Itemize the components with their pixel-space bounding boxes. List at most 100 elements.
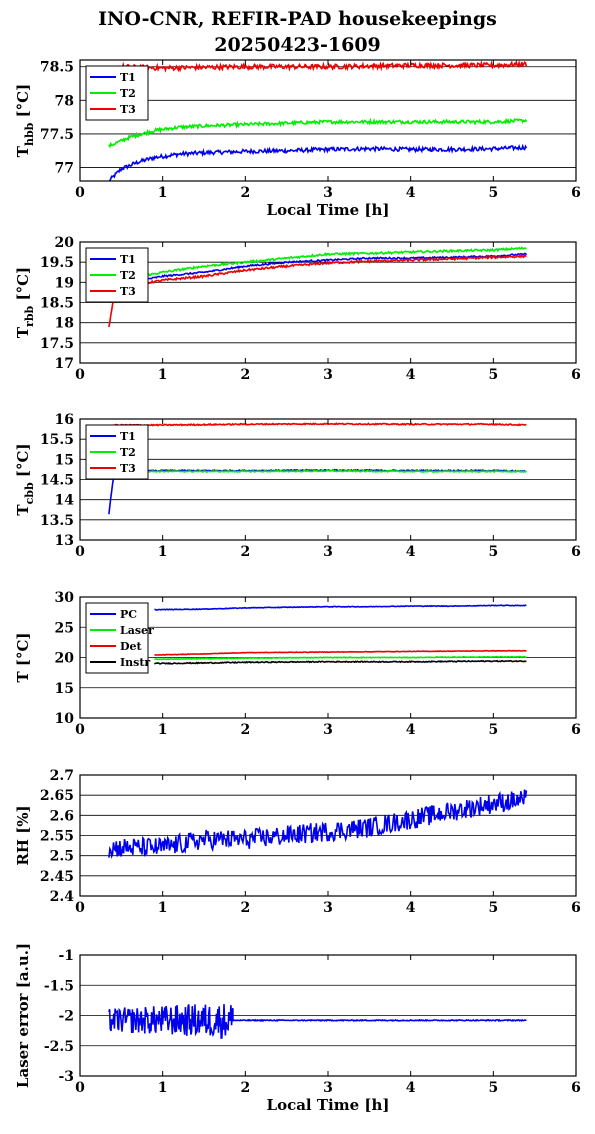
legend-label-t3: T3 [120, 103, 136, 116]
y-tick-label: 14 [55, 493, 75, 509]
x-tick-label: 6 [571, 544, 581, 560]
chart-panel-6: 0 1 2 3 4 5 6 -3 -2.5 -2 -1.5 -1 Local Time [h] Laser… [14, 943, 581, 1114]
x-tick-label: 5 [488, 367, 498, 383]
series-line-t2 [129, 246, 527, 280]
legend-label-t3: T3 [120, 462, 136, 475]
y-axis-label-sub: cbb [23, 482, 36, 504]
y-tick-label: 13.5 [40, 513, 74, 529]
x-tick-label: 1 [158, 185, 168, 201]
y-tick-label: 77 [55, 161, 74, 177]
x-tick-label: 1 [158, 722, 168, 738]
y-tick-label: 20 [55, 651, 75, 667]
legend: T1 T2 T3 [85, 424, 149, 480]
series-group [108, 246, 528, 328]
y-tick-label: 15 [55, 452, 74, 468]
legend-label-pc: PC [120, 608, 137, 621]
x-tick-label: 5 [488, 1080, 498, 1096]
y-tick-label: 77.5 [40, 127, 74, 143]
series-line-t3 [113, 422, 527, 427]
x-tick-label: 4 [406, 900, 416, 916]
y-tick-label: 15 [55, 681, 74, 697]
x-tick-label: 0 [75, 722, 85, 738]
y-axis-label-main: T [°C] [14, 632, 32, 682]
legend-label-laser: Laser [120, 624, 154, 637]
legend: PC Laser Det Instr [85, 602, 154, 674]
series-line-instr [153, 659, 527, 665]
series-line-t2 [112, 469, 527, 474]
series-group [108, 422, 527, 515]
y-axis-label-main: T [14, 326, 32, 338]
x-tick-label: 4 [406, 1080, 416, 1096]
x-tick-label: 2 [240, 722, 250, 738]
series-line-t1 [108, 468, 527, 515]
y-tick-label: 78.5 [40, 60, 74, 76]
x-axis-label: Local Time [h] [267, 201, 390, 219]
x-tick-label: 0 [75, 900, 85, 916]
y-axis-label-main: T [14, 504, 32, 516]
y-tick-label: -1.5 [44, 978, 74, 994]
y-axis-label-sub: hbb [23, 122, 36, 146]
chart-panel-4: 0 1 2 3 4 5 6 10 15 20 25 30 T [°C] PC Laser Det Instr [14, 590, 581, 738]
x-tick-label: 3 [323, 900, 333, 916]
chart-title-line1: INO-CNR, REFIR-PAD housekeepings [98, 8, 497, 30]
chart-panel-5: 0 1 2 3 4 5 6 2.4 2.45 2.5 2.55 2.6 2.65 2.7 RH [%] [14, 768, 581, 916]
x-tick-label: 2 [240, 367, 250, 383]
x-tick-label: 5 [488, 722, 498, 738]
x-tick-label: 2 [240, 185, 250, 201]
x-tick-label: 4 [406, 185, 416, 201]
legend-label-t2: T2 [120, 87, 136, 100]
x-tick-label: 5 [488, 900, 498, 916]
x-tick-label: 2 [240, 1080, 250, 1096]
y-tick-label: 13 [55, 533, 74, 549]
y-tick-label: 2.45 [40, 869, 74, 885]
y-tick-label: 30 [55, 590, 75, 606]
x-tick-label: 6 [571, 1080, 581, 1096]
series-line-series [108, 1004, 527, 1040]
x-tick-label: 0 [75, 367, 85, 383]
y-tick-label: 2.65 [40, 788, 74, 804]
y-tick-label: 17 [55, 356, 74, 372]
y-tick-label: 20 [55, 235, 75, 251]
x-tick-label: 4 [406, 722, 416, 738]
x-tick-label: 2 [240, 900, 250, 916]
y-axis-label: RH [%] [14, 805, 32, 865]
y-tick-label: 2.5 [50, 849, 74, 865]
x-tick-label: 3 [323, 185, 333, 201]
legend-label-t2: T2 [120, 446, 136, 459]
x-tick-label: 6 [571, 722, 581, 738]
series-line-t3 [108, 253, 527, 328]
y-tick-label: 14.5 [40, 473, 74, 489]
y-axis-label-main: T [14, 145, 32, 157]
x-tick-label: 4 [406, 367, 416, 383]
x-tick-label: 2 [240, 544, 250, 560]
chart-panel-1: 0 1 2 3 4 5 6 77 77.5 78 78.5 Local Time [h] Thbb [°… [14, 59, 581, 219]
x-tick-label: 4 [406, 544, 416, 560]
y-tick-label: 17.5 [40, 336, 74, 352]
y-tick-label: 2.7 [50, 768, 74, 784]
y-tick-label: 16 [55, 412, 74, 428]
series-line-t2 [108, 117, 528, 149]
series-line-series [108, 789, 528, 860]
chart-panel-3: 0 1 2 3 4 5 6 13 13.5 14 14.5 15 15.5 16 Tcbb [°C] T1 T2… [14, 412, 581, 560]
series-line-t1 [108, 143, 528, 181]
legend-label-t1: T1 [120, 253, 136, 266]
y-tick-label: 78 [55, 93, 74, 109]
y-axis-label-main: Laser error [a.u.] [14, 943, 32, 1088]
y-tick-label: 10 [55, 711, 75, 727]
y-tick-label: 2.6 [50, 808, 74, 824]
x-axis-label: Local Time [h] [267, 1096, 390, 1114]
y-axis-label-unit: [°C] [14, 267, 32, 306]
y-tick-label: 2.55 [40, 829, 74, 845]
legend-label-t3: T3 [120, 285, 136, 298]
x-tick-label: 6 [571, 900, 581, 916]
y-tick-label: 25 [55, 620, 74, 636]
x-tick-label: 3 [323, 1080, 333, 1096]
chart-title-line2: 20250423-1609 [214, 34, 381, 56]
legend-label-det: Det [120, 640, 143, 653]
legend-label-t1: T1 [120, 71, 136, 84]
x-tick-label: 1 [158, 900, 168, 916]
series-line-pc [154, 604, 527, 611]
y-axis-label-sub: rbb [23, 305, 36, 326]
